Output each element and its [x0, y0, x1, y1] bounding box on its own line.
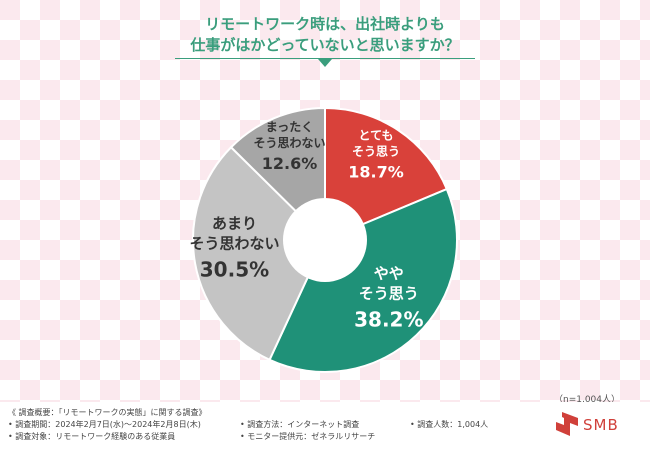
smb-logo-text: SMB	[583, 416, 619, 434]
slice-1	[324, 106, 449, 242]
slice-2-label-value: 38.2%	[354, 307, 423, 331]
slice-2	[268, 187, 458, 373]
survey-method: • 調査方法：インターネット調査	[240, 420, 360, 429]
slice-4-label-line-2: そう思わない	[254, 136, 326, 150]
labels-group: とてもそう思う18.7%ややそう思う38.2%あまりそう思わない30.5%まった…	[189, 120, 423, 331]
title-underline	[175, 58, 475, 59]
slice-3-label-value: 30.5%	[200, 257, 269, 281]
survey-overview: 《 調査概要：「リモートワークの実態」に関する調査》	[8, 408, 207, 417]
slice-3-label-line-2: そう思わない	[189, 234, 279, 252]
slice-1-label-line-2: そう思う	[352, 144, 400, 158]
slice-2-label-line-1: やや	[374, 264, 404, 282]
slice-1-label-value: 18.7%	[348, 162, 404, 181]
slice-3-label-line-1: あまり	[212, 214, 257, 232]
slices-group	[192, 106, 458, 373]
survey-count: • 調査人数：1,004人	[410, 420, 489, 429]
smb-logo-icon	[556, 412, 578, 436]
donut-chart: とてもそう思う18.7%ややそう思う38.2%あまりそう思わない30.5%まった…	[189, 106, 458, 373]
slice-4-label-line-1: まったく	[266, 120, 314, 134]
slice-3	[192, 145, 327, 362]
slice-1-label-line-1: とても	[358, 128, 393, 142]
chart-title-line-1: リモートワーク時は、出社時よりも	[205, 15, 445, 33]
survey-period: • 調査期間：2024年2月7日(水)～2024年2月8日(木)	[8, 420, 201, 429]
chart-title-line-2: 仕事がはかどっていないと思いますか？	[190, 36, 460, 54]
slice-2-label-line-2: そう思う	[359, 284, 419, 302]
slice-4-label-value: 12.6%	[262, 154, 318, 173]
survey-target: • 調査対象：リモートワーク経験のある従業員	[8, 432, 176, 441]
donut-hole	[283, 198, 367, 282]
chart-title: リモートワーク時は、出社時よりも 仕事がはかどっていないと思いますか？	[175, 14, 475, 64]
sample-size-note: （n=1,004人）	[553, 395, 620, 405]
title-pointer-icon	[318, 59, 332, 67]
footer-panel: 《 調査概要：「リモートワークの実態」に関する調査》 • 調査期間：2024年2…	[0, 402, 650, 450]
survey-provider: • モニター提供元：ゼネラルリサーチ	[240, 432, 376, 441]
